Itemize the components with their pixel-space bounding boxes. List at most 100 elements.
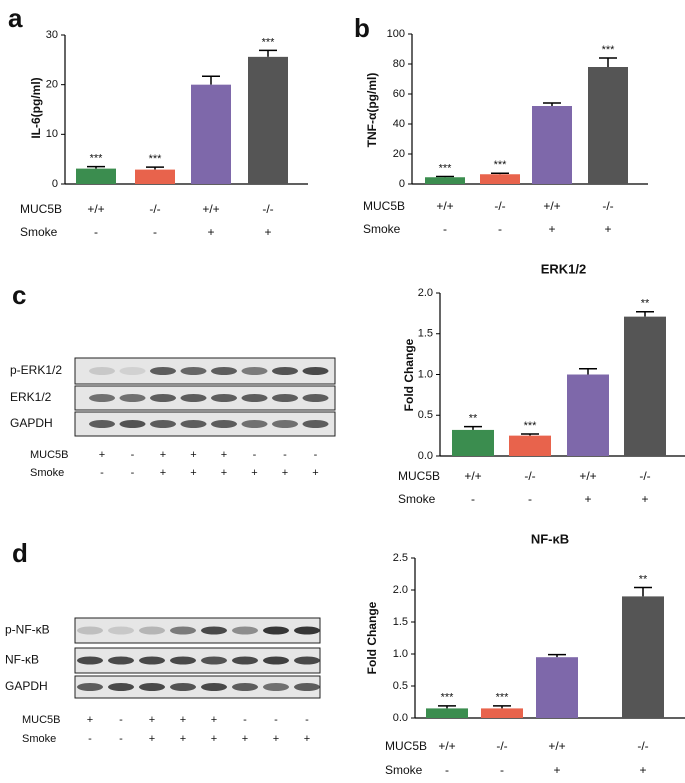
blot-band [180, 420, 207, 428]
y-tick-label: 60 [393, 88, 405, 100]
blot-row-label: GAPDH [10, 416, 53, 430]
condition-label: + [211, 733, 217, 745]
y-tick-label: 1.0 [418, 368, 433, 380]
condition-label: - [283, 449, 287, 461]
condition-name: Smoke [398, 492, 436, 506]
blot-band [77, 626, 103, 635]
y-tick-label: 30 [46, 29, 58, 41]
blot-band [150, 420, 176, 428]
condition-label: -/- [149, 202, 160, 216]
condition-label: - [253, 449, 257, 461]
bar [452, 429, 494, 456]
significance-label: *** [496, 692, 510, 704]
blot-band [89, 367, 115, 375]
blot-band [170, 683, 196, 691]
blot-band [211, 420, 237, 428]
bar [135, 169, 175, 184]
significance-label: *** [149, 153, 163, 165]
condition-label: + [312, 467, 318, 479]
y-tick-label: 40 [393, 118, 405, 130]
condition-label: + [87, 714, 93, 726]
condition-name: MUC5B [398, 469, 440, 483]
y-tick-label: 0.5 [393, 680, 408, 692]
condition-label: +/+ [202, 202, 219, 216]
bar [622, 596, 664, 718]
bar [426, 708, 468, 718]
panel-letter: b [354, 13, 370, 43]
panel-letter: c [12, 280, 26, 310]
y-tick-label: 0.0 [393, 712, 408, 724]
condition-label: +/+ [548, 739, 565, 753]
condition-label: +/+ [436, 199, 453, 213]
significance-label: *** [439, 162, 453, 174]
condition-label: + [264, 225, 271, 239]
condition-label: + [180, 733, 186, 745]
condition-label: -/- [524, 469, 535, 483]
blot-band [77, 683, 103, 691]
blot-band [263, 683, 289, 691]
blot-band [170, 656, 196, 665]
condition-label: + [149, 733, 155, 745]
bar [567, 374, 609, 456]
blot-band [263, 626, 289, 635]
y-tick-label: 2.5 [393, 552, 408, 564]
blot-band [108, 656, 134, 665]
y-tick-label: 0.0 [418, 450, 433, 462]
condition-label: + [211, 714, 217, 726]
bar [248, 56, 288, 184]
condition-name: Smoke [363, 222, 401, 236]
condition-label: -/- [637, 739, 648, 753]
y-tick-label: 2.0 [418, 287, 433, 299]
significance-label: ** [469, 413, 478, 425]
blot-band [89, 420, 115, 428]
bar [588, 67, 628, 184]
condition-label: - [274, 714, 278, 726]
blot-band [201, 683, 227, 691]
blot-band [272, 420, 298, 428]
blot-band [232, 656, 258, 665]
y-tick-label: 0 [52, 178, 58, 190]
y-tick-label: 10 [46, 128, 58, 140]
y-tick-label: 0 [399, 178, 405, 190]
bar [509, 435, 551, 456]
y-axis-label: TNF-α(pg/ml) [365, 73, 379, 148]
y-tick-label: 0.5 [418, 409, 433, 421]
blot-band [139, 683, 165, 691]
y-axis-label: IL-6(pg/ml) [29, 77, 43, 138]
y-tick-label: 1.5 [393, 616, 408, 628]
condition-label: - [153, 225, 157, 239]
condition-name: MUC5B [22, 714, 61, 726]
blot-band [180, 367, 207, 375]
chart-title: ERK1/2 [541, 261, 587, 276]
blot-row-label: NF-κB [5, 653, 39, 667]
condition-label: -/- [496, 739, 507, 753]
blot-band [302, 420, 329, 428]
condition-name: MUC5B [30, 449, 69, 461]
condition-label: + [160, 449, 166, 461]
blot-row-label: GAPDH [5, 679, 48, 693]
blot-band [272, 394, 298, 402]
y-tick-label: 20 [393, 148, 405, 160]
condition-label: + [160, 467, 166, 479]
condition-label: + [548, 222, 555, 236]
condition-label: - [100, 467, 104, 479]
condition-label: - [243, 714, 247, 726]
condition-name: MUC5B [363, 199, 405, 213]
condition-label: - [305, 714, 309, 726]
significance-label: *** [441, 692, 455, 704]
condition-label: + [251, 467, 257, 479]
blot-band [119, 420, 146, 428]
y-axis-label: Fold Change [402, 338, 416, 411]
condition-label: -/- [262, 202, 273, 216]
significance-label: *** [602, 44, 616, 56]
condition-label: -/- [602, 199, 613, 213]
significance-label: *** [262, 36, 276, 48]
blot-row-label: ERK1/2 [10, 390, 52, 404]
condition-name: Smoke [22, 733, 56, 745]
blot-band [294, 656, 320, 665]
condition-label: - [94, 225, 98, 239]
blot-band [119, 367, 146, 375]
bar [76, 168, 116, 184]
condition-label: - [314, 449, 318, 461]
